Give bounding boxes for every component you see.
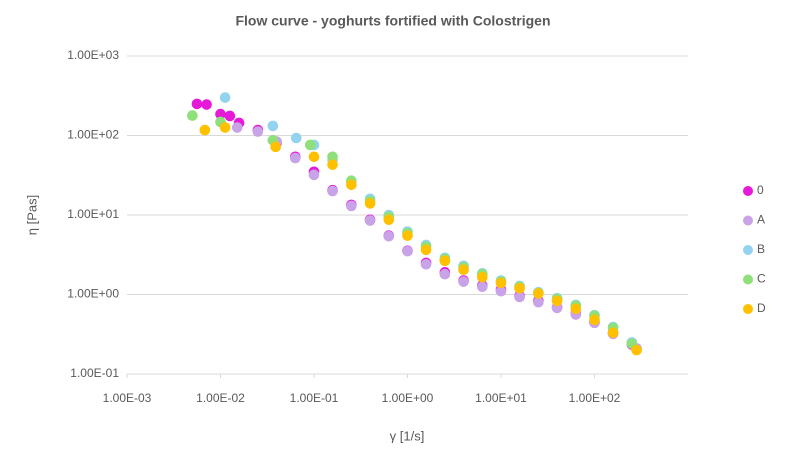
data-point <box>420 258 432 270</box>
data-point <box>607 327 619 339</box>
data-point <box>231 122 243 133</box>
data-point <box>224 110 236 122</box>
data-point <box>458 276 469 287</box>
data-point <box>219 92 231 103</box>
y-tick-label: 1.00E+01 <box>67 207 119 221</box>
legend-marker <box>743 274 753 285</box>
data-point <box>187 110 198 121</box>
data-point <box>290 132 302 144</box>
legend-marker <box>743 245 753 255</box>
data-point <box>402 245 413 257</box>
data-point <box>267 120 279 132</box>
data-point <box>383 214 395 226</box>
data-point <box>631 344 642 356</box>
data-point <box>327 185 338 197</box>
y-tick-label: 1.00E+00 <box>67 287 119 301</box>
data-point <box>327 159 338 170</box>
data-point <box>533 288 544 299</box>
data-point <box>383 230 395 242</box>
x-axis-title: γ [1/s] <box>390 428 425 443</box>
y-tick-label: 1.00E+03 <box>67 48 119 62</box>
data-point <box>346 200 357 212</box>
data-point <box>439 268 451 280</box>
x-tick-label: 1.00E+02 <box>569 391 621 405</box>
data-point <box>215 108 226 120</box>
data-point <box>199 124 211 136</box>
legend-label: D <box>757 301 766 315</box>
data-point <box>551 295 563 307</box>
legend-marker <box>743 215 753 226</box>
legend-label: A <box>757 213 765 227</box>
x-tick-label: 1.00E+00 <box>382 391 434 405</box>
data-point <box>346 179 357 191</box>
data-point <box>364 198 376 209</box>
data-point <box>514 282 525 294</box>
legend-label: B <box>757 242 765 256</box>
data-point <box>270 141 281 153</box>
data-point <box>304 139 316 151</box>
data-point <box>514 291 525 303</box>
y-axis-title: η [Pas] <box>24 195 39 235</box>
y-tick-label: 1.00E-01 <box>70 366 119 380</box>
data-point <box>402 230 413 241</box>
data-point <box>439 255 451 267</box>
data-point <box>308 151 320 163</box>
data-point <box>589 314 600 326</box>
data-point <box>420 244 432 256</box>
x-tick-label: 1.00E-02 <box>196 391 245 405</box>
data-point <box>327 151 338 163</box>
data-point <box>191 98 203 110</box>
legend-marker <box>743 186 753 196</box>
data-point <box>252 126 264 137</box>
data-point <box>219 122 231 133</box>
chart-title: Flow curve - yoghurts fortified with Col… <box>235 13 550 29</box>
legend-marker <box>743 304 753 314</box>
data-point <box>495 277 507 289</box>
data-point <box>201 99 212 110</box>
x-tick-label: 1.00E-01 <box>290 391 339 405</box>
x-tick-label: 1.00E-03 <box>103 391 152 405</box>
data-point <box>570 303 582 315</box>
x-tick-label: 1.00E+01 <box>475 391 527 405</box>
y-tick-label: 1.00E+02 <box>67 128 119 142</box>
data-point <box>364 215 376 226</box>
legend-label: 0 <box>757 183 764 197</box>
legend-label: C <box>757 272 766 286</box>
data-point <box>290 152 301 164</box>
data-point <box>533 296 544 308</box>
data-point <box>308 169 320 181</box>
data-point <box>458 264 469 276</box>
data-point <box>495 285 507 297</box>
data-point <box>477 281 488 293</box>
data-point <box>477 271 488 283</box>
